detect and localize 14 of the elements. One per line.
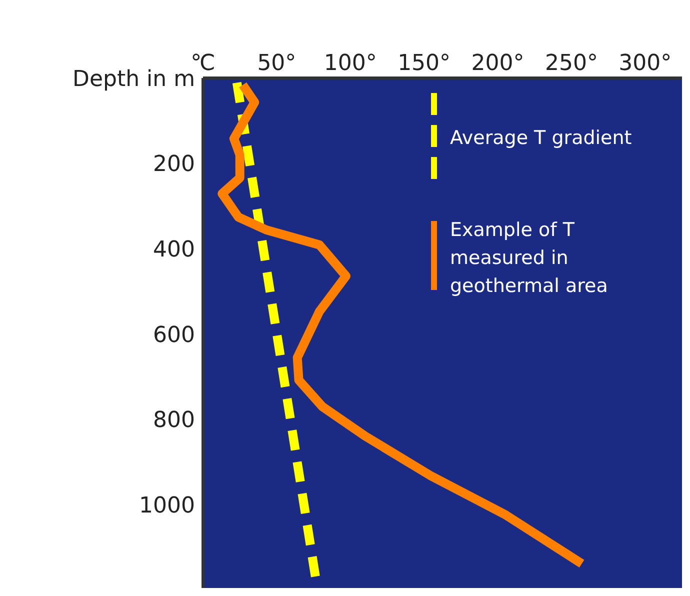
y-tick-label: 400	[153, 238, 195, 263]
y-tick-label: 200	[153, 152, 195, 178]
legend-label: Example of T measured in geothermal area	[450, 218, 609, 299]
legend-label: Average T gradient	[450, 126, 632, 151]
x-tick-label: 150°	[398, 51, 451, 76]
y-tick-label: Depth in m	[72, 66, 195, 92]
x-tick-label: 250°	[544, 51, 598, 76]
y-tick-label: 1000	[139, 494, 195, 519]
x-tick-label: 200°	[471, 51, 524, 76]
x-tick-label: 50°	[257, 51, 296, 76]
x-tick-label: 100°	[324, 51, 377, 76]
y-tick-label: 800	[153, 408, 195, 434]
y-tick-label: 600	[153, 322, 195, 348]
x-tick-label: 300°	[618, 51, 672, 76]
